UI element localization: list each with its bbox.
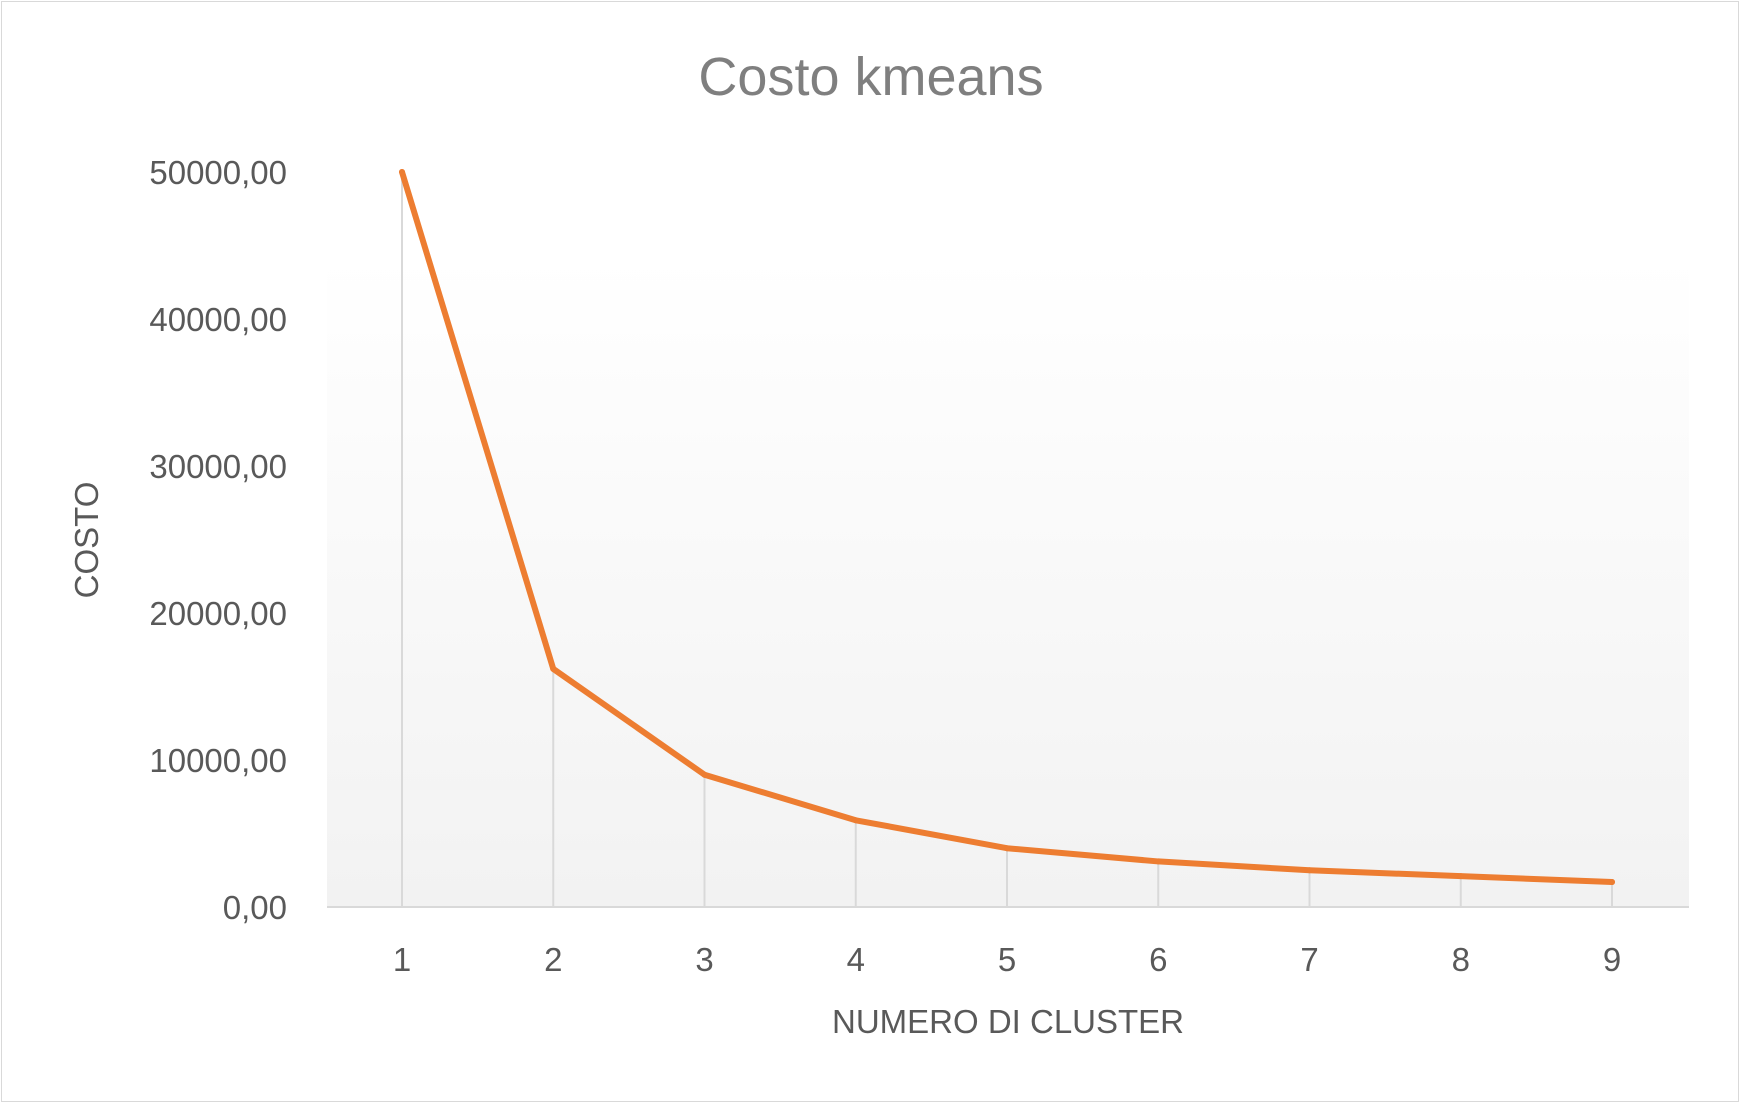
x-tick-label: 1 bbox=[393, 941, 411, 978]
data-point bbox=[1457, 873, 1464, 880]
x-tick-label: 5 bbox=[998, 941, 1016, 978]
y-axis-ticks: 0,00 10000,00 20000,00 30000,00 40000,00 5000… bbox=[149, 154, 287, 926]
x-axis-title: NUMERO DI CLUSTER bbox=[832, 1003, 1184, 1040]
y-tick-label: 50000,00 bbox=[149, 154, 287, 191]
y-tick-label: 20000,00 bbox=[149, 595, 287, 632]
x-tick-label: 4 bbox=[847, 941, 865, 978]
data-point bbox=[1609, 879, 1615, 886]
data-point bbox=[1155, 858, 1162, 865]
data-point bbox=[550, 665, 557, 672]
x-tick-label: 6 bbox=[1149, 941, 1167, 978]
series-group bbox=[399, 169, 1615, 886]
data-point bbox=[1306, 867, 1313, 874]
plot-area bbox=[327, 257, 1689, 907]
data-point bbox=[701, 771, 708, 778]
x-tick-label: 7 bbox=[1300, 941, 1318, 978]
data-point bbox=[852, 817, 859, 824]
x-tick-label: 2 bbox=[544, 941, 562, 978]
data-point bbox=[399, 169, 405, 175]
y-tick-label: 10000,00 bbox=[149, 742, 287, 779]
x-tick-label: 3 bbox=[695, 941, 713, 978]
data-point bbox=[1004, 845, 1010, 852]
y-axis-title: COSTO bbox=[68, 482, 105, 599]
y-tick-label: 30000,00 bbox=[149, 448, 287, 485]
drop-lines bbox=[401, 172, 1613, 907]
y-tick-label: 40000,00 bbox=[149, 301, 287, 338]
y-tick-label: 0,00 bbox=[223, 889, 287, 926]
x-tick-label: 8 bbox=[1452, 941, 1470, 978]
chart-title: Costo kmeans bbox=[698, 47, 1043, 107]
x-tick-label: 9 bbox=[1603, 941, 1621, 978]
x-axis-ticks: 1 2 3 4 5 6 7 8 9 bbox=[393, 941, 1621, 978]
